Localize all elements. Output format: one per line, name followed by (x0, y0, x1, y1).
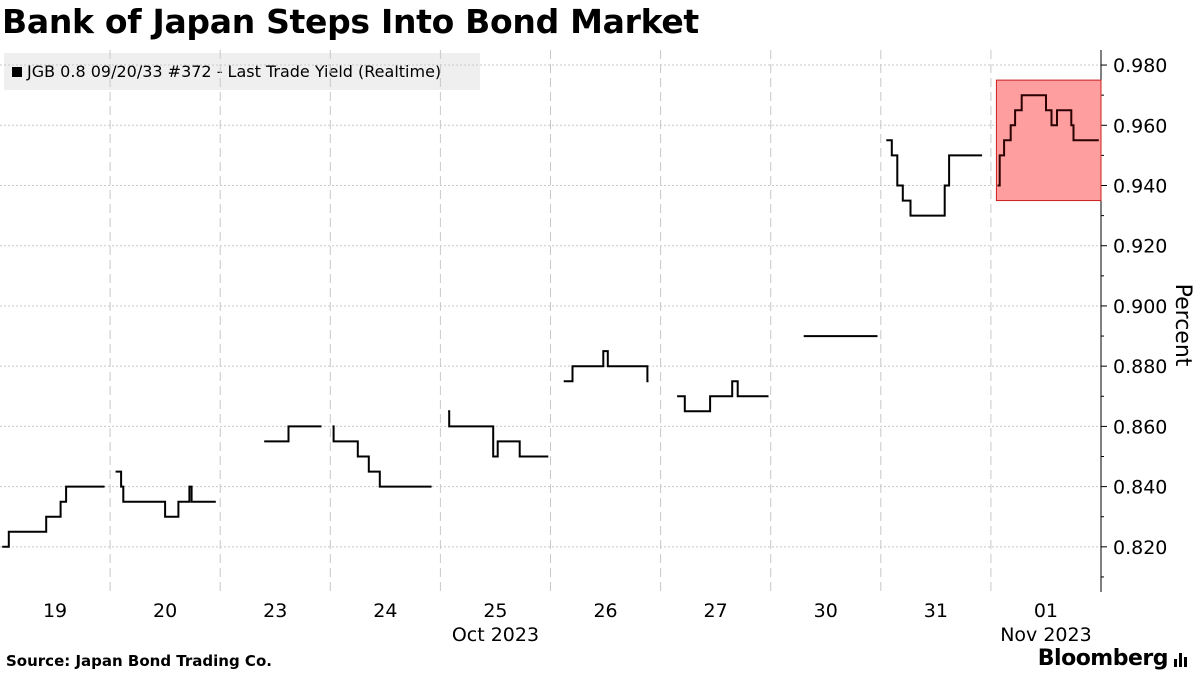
series-line-day-1 (115, 470, 216, 518)
series-line-day-0 (2, 485, 105, 548)
y-tick-label: 0.880 (1113, 356, 1167, 378)
bloomberg-logo: Bloomberg (1037, 646, 1169, 671)
y-tick-label: 0.920 (1113, 236, 1167, 258)
brand: Bloomberg (1038, 646, 1188, 671)
y-tick-label: 0.940 (1113, 176, 1167, 198)
x-month-label: Nov 2023 (1000, 624, 1091, 646)
y-axis-label: Percent (1170, 284, 1195, 367)
legend-label: JGB 0.8 09/20/33 #372 - Last Trade Yield… (27, 62, 442, 81)
x-tick-label: 23 (263, 600, 287, 622)
bloomberg-terminal-icon (1174, 651, 1188, 667)
series-line-day-8 (886, 139, 983, 217)
series-line-day-4 (448, 410, 549, 458)
series-line-day-5 (563, 350, 649, 383)
legend-swatch (12, 66, 22, 77)
y-tick-label: 0.840 (1113, 477, 1167, 499)
series-line-day-2 (264, 425, 322, 443)
series-line-day-9 (997, 94, 1099, 187)
y-tick-label: 0.980 (1113, 55, 1167, 77)
x-tick-label: 30 (814, 600, 838, 622)
x-month-label: Oct 2023 (452, 624, 539, 646)
legend: JGB 0.8 09/20/33 #372 - Last Trade Yield… (4, 53, 480, 90)
x-tick-label: 31 (924, 600, 948, 622)
x-tick-label: 27 (704, 600, 728, 622)
x-tick-label: 19 (43, 600, 67, 622)
x-tick-label: 24 (373, 600, 397, 622)
x-tick-label: 25 (483, 600, 507, 622)
x-tick-label: 01 (1034, 600, 1058, 622)
y-tick-label: 0.900 (1113, 296, 1167, 318)
series-line-day-6 (677, 380, 769, 413)
y-tick-label: 0.860 (1113, 416, 1167, 438)
x-tick-label: 20 (153, 600, 177, 622)
series-line-day-3 (332, 425, 432, 488)
y-tick-label: 0.960 (1113, 115, 1167, 137)
chart-title: Bank of Japan Steps Into Bond Market (2, 2, 699, 41)
y-tick-label: 0.820 (1113, 537, 1167, 559)
x-tick-label: 26 (593, 600, 617, 622)
source-note: Source: Japan Bond Trading Co. (6, 652, 272, 670)
